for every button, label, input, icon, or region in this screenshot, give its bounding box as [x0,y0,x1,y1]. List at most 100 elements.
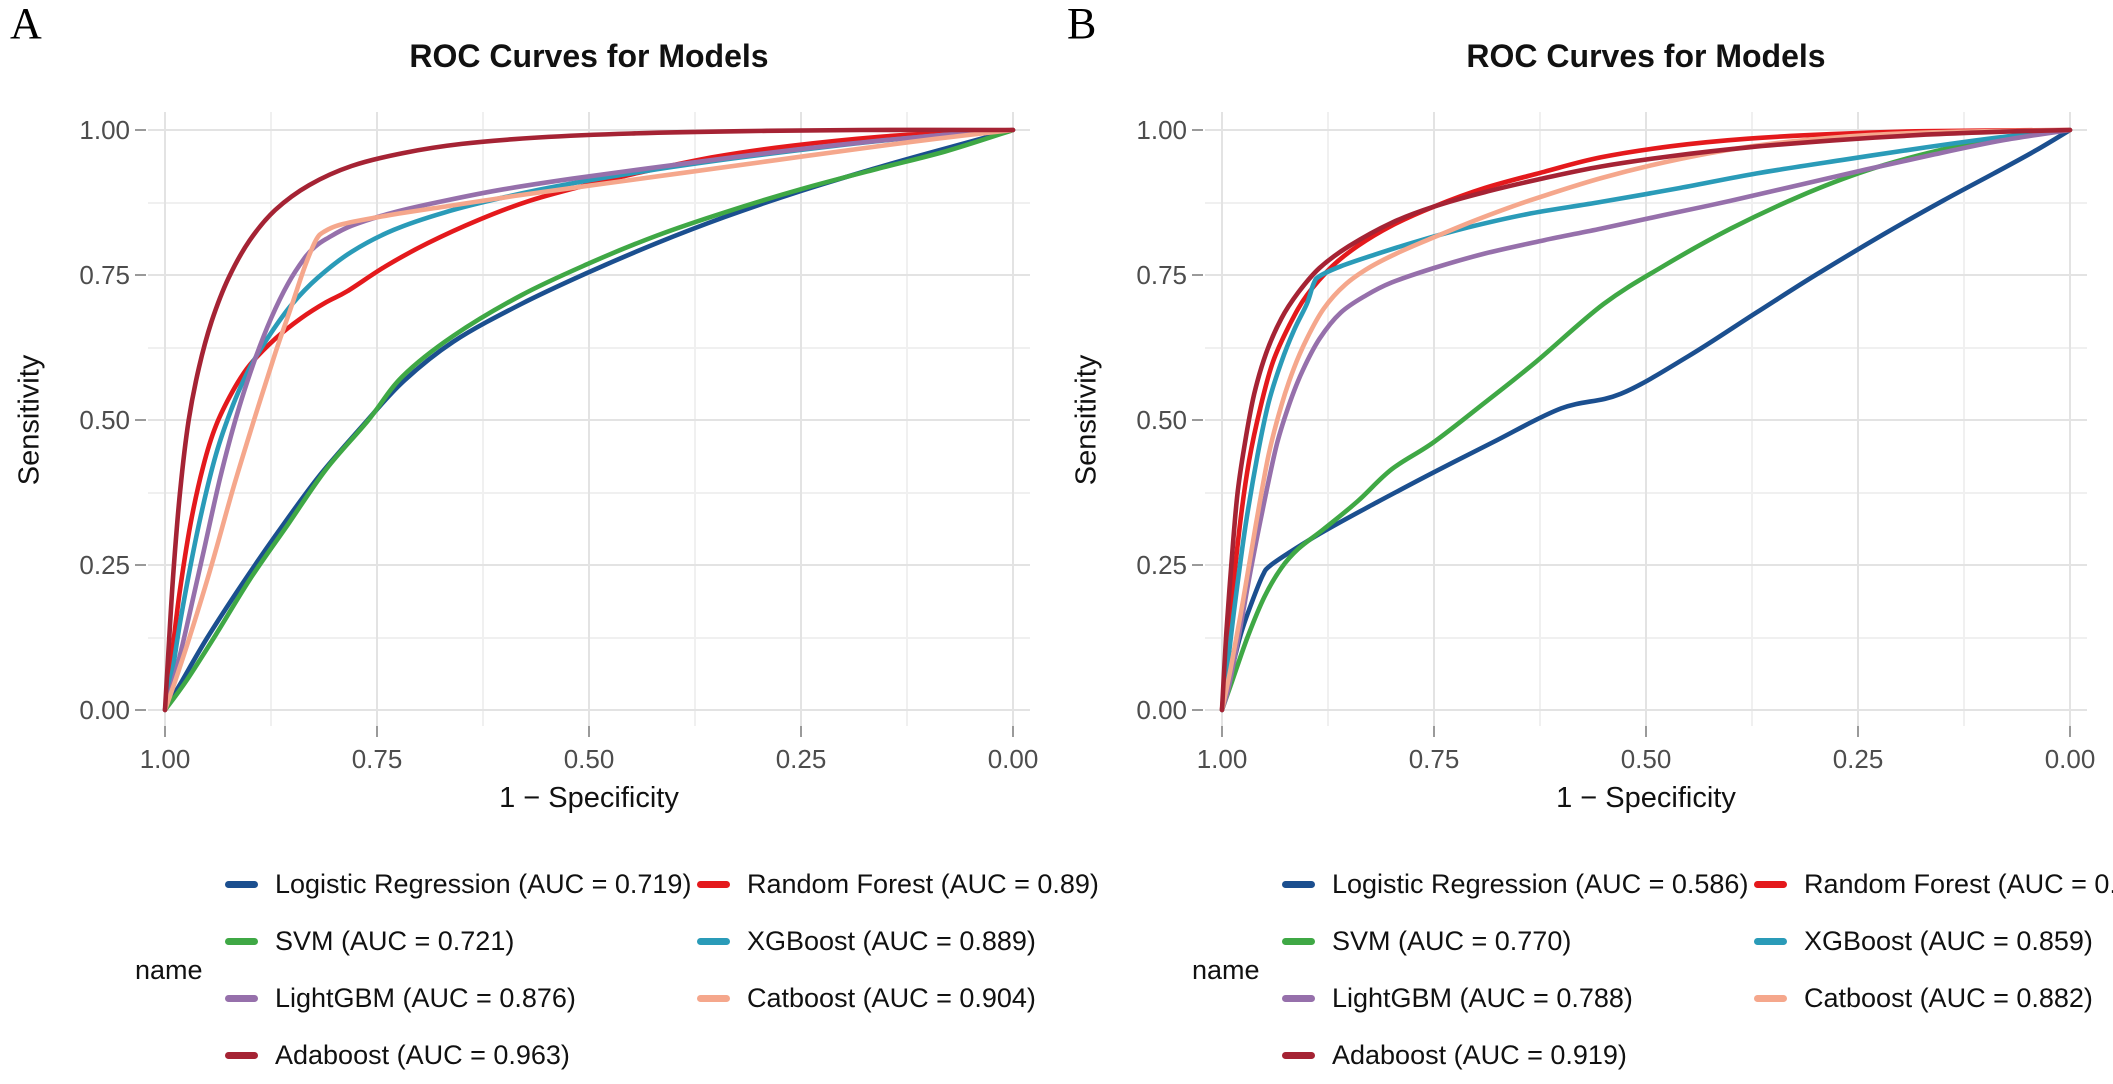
grid-major-h [148,419,1030,421]
y-tick-label: 0.75 [1136,260,1187,290]
roc-panel-a: A ROC Curves for Models 1 − Specificity … [0,0,1099,1070]
x-axis-tick [1645,726,1647,737]
x-tick-label: 0.00 [2044,744,2096,774]
x-tick-label: 0.50 [563,744,615,774]
y-axis-tick [1192,564,1203,566]
legend-label: XGBoost (AUC = 0.889) [747,926,1036,956]
panel-letter-a: A [10,0,42,48]
roc-curve-adaboost [162,127,1016,713]
y-tick-label: 0.00 [79,695,130,725]
legend-label: LightGBM (AUC = 0.788) [1332,983,1633,1013]
y-tick-label: 0.25 [1136,550,1187,580]
grid-major-v [1012,112,1014,726]
y-tick-label: 0.25 [79,550,130,580]
grid-major-v [800,112,802,726]
x-axis-tick [2069,726,2071,737]
legend-item-adaboost: Adaboost (AUC = 0.963) [225,1027,697,1084]
roc-curve-lightgbm [162,127,1016,713]
legend-item-svm: SVM (AUC = 0.721) [225,913,697,970]
legend-title: name [1192,955,1260,985]
roc-curve-random-forest [162,127,1016,713]
legend-key-swatch [1282,881,1315,888]
roc-curve-adaboost [1219,127,2073,713]
roc-curves-svg [162,127,1016,713]
roc-panel-b: B ROC Curves for Models 1 − Specificity … [1057,0,2113,1070]
legend-key-swatch [1282,1052,1315,1059]
legend-label: Adaboost (AUC = 0.963) [275,1040,570,1070]
legend-item-lightgbm: LightGBM (AUC = 0.788) [1282,970,1754,1027]
y-axis-tick [135,274,146,276]
x-tick-label: 1.00 [1196,744,1248,774]
legend-key-swatch [1282,938,1315,945]
legend-items: Logistic Regression (AUC = 0.586) Random … [1282,856,2113,1084]
y-tick-label: 1.00 [79,115,130,145]
legend-item-catboost: Catboost (AUC = 0.904) [697,970,1169,1027]
chart-title: ROC Curves for Models [409,38,769,74]
legend-label: Catboost (AUC = 0.904) [747,983,1036,1013]
grid-major-v [2069,112,2071,726]
grid-major-h [148,564,1030,566]
roc-curve-logistic-regression [1219,127,2073,713]
roc-curve-lightgbm [1219,127,2073,713]
y-axis-tick [135,564,146,566]
roc-curves-svg [1219,127,2073,713]
x-axis-tick [1221,726,1223,737]
roc-curve-xgboost [1219,127,2073,713]
legend-title: name [135,955,203,985]
legend-label: Random Forest (AUC = 0.89) [747,869,1099,899]
y-tick-label: 0.50 [79,405,130,435]
x-tick-label: 0.00 [987,744,1039,774]
x-axis-tick [376,726,378,737]
legend: name Logistic Regression (AUC = 0.719) Ra… [0,856,1099,1070]
legend-item-random-forest: Random Forest (AUC = 0.922) [1754,856,2113,913]
y-axis-tick [135,129,146,131]
legend-key-swatch [1754,995,1787,1002]
y-axis-tick [135,419,146,421]
legend-items: Logistic Regression (AUC = 0.719) Random … [225,856,1169,1084]
legend-key-swatch [1754,881,1787,888]
roc-curve-logistic-regression [162,127,1016,713]
x-tick-label: 0.75 [1408,744,1460,774]
y-axis-tick [1192,274,1203,276]
legend-item-lightgbm: LightGBM (AUC = 0.876) [225,970,697,1027]
legend-item-svm: SVM (AUC = 0.770) [1282,913,1754,970]
plot-area [1205,112,2087,726]
grid-major-h [1205,419,2087,421]
y-axis-tick [135,709,146,711]
legend-label: SVM (AUC = 0.721) [275,926,515,956]
x-tick-label: 1.00 [139,744,191,774]
legend-label: XGBoost (AUC = 0.859) [1804,926,2093,956]
grid-major-h [148,709,1030,711]
y-tick-label: 0.50 [1136,405,1187,435]
legend-key-swatch [225,938,258,945]
y-axis-tick [1192,129,1203,131]
legend-label: Logistic Regression (AUC = 0.586) [1332,869,1749,899]
x-axis-title: 1 − Specificity [499,782,679,814]
x-axis-tick [164,726,166,737]
y-tick-label: 1.00 [1136,115,1187,145]
x-axis-tick [800,726,802,737]
x-axis-tick [588,726,590,737]
legend-label: Random Forest (AUC = 0.922) [1804,869,2113,899]
x-axis-tick [1012,726,1014,737]
legend-label: Catboost (AUC = 0.882) [1804,983,2093,1013]
legend-item-catboost: Catboost (AUC = 0.882) [1754,970,2113,1027]
chart-title: ROC Curves for Models [1466,38,1826,74]
legend-item-adaboost: Adaboost (AUC = 0.919) [1282,1027,1754,1084]
roc-curve-svm [162,127,1016,713]
legend-key-swatch [225,995,258,1002]
legend-item-xgboost: XGBoost (AUC = 0.889) [697,913,1169,970]
x-tick-label: 0.25 [1832,744,1884,774]
legend: name Logistic Regression (AUC = 0.586) Ra… [1057,856,2113,1070]
legend-item-logistic-regression: Logistic Regression (AUC = 0.586) [1282,856,1754,913]
x-tick-label: 0.25 [775,744,827,774]
y-axis-tick [1192,419,1203,421]
legend-label: Adaboost (AUC = 0.919) [1332,1040,1627,1070]
x-axis-tick [1433,726,1435,737]
legend-label: SVM (AUC = 0.770) [1332,926,1572,956]
legend-key-swatch [697,938,730,945]
legend-key-swatch [225,1052,258,1059]
legend-label: LightGBM (AUC = 0.876) [275,983,576,1013]
panel-letter-b: B [1067,0,1097,48]
x-tick-label: 0.75 [351,744,403,774]
